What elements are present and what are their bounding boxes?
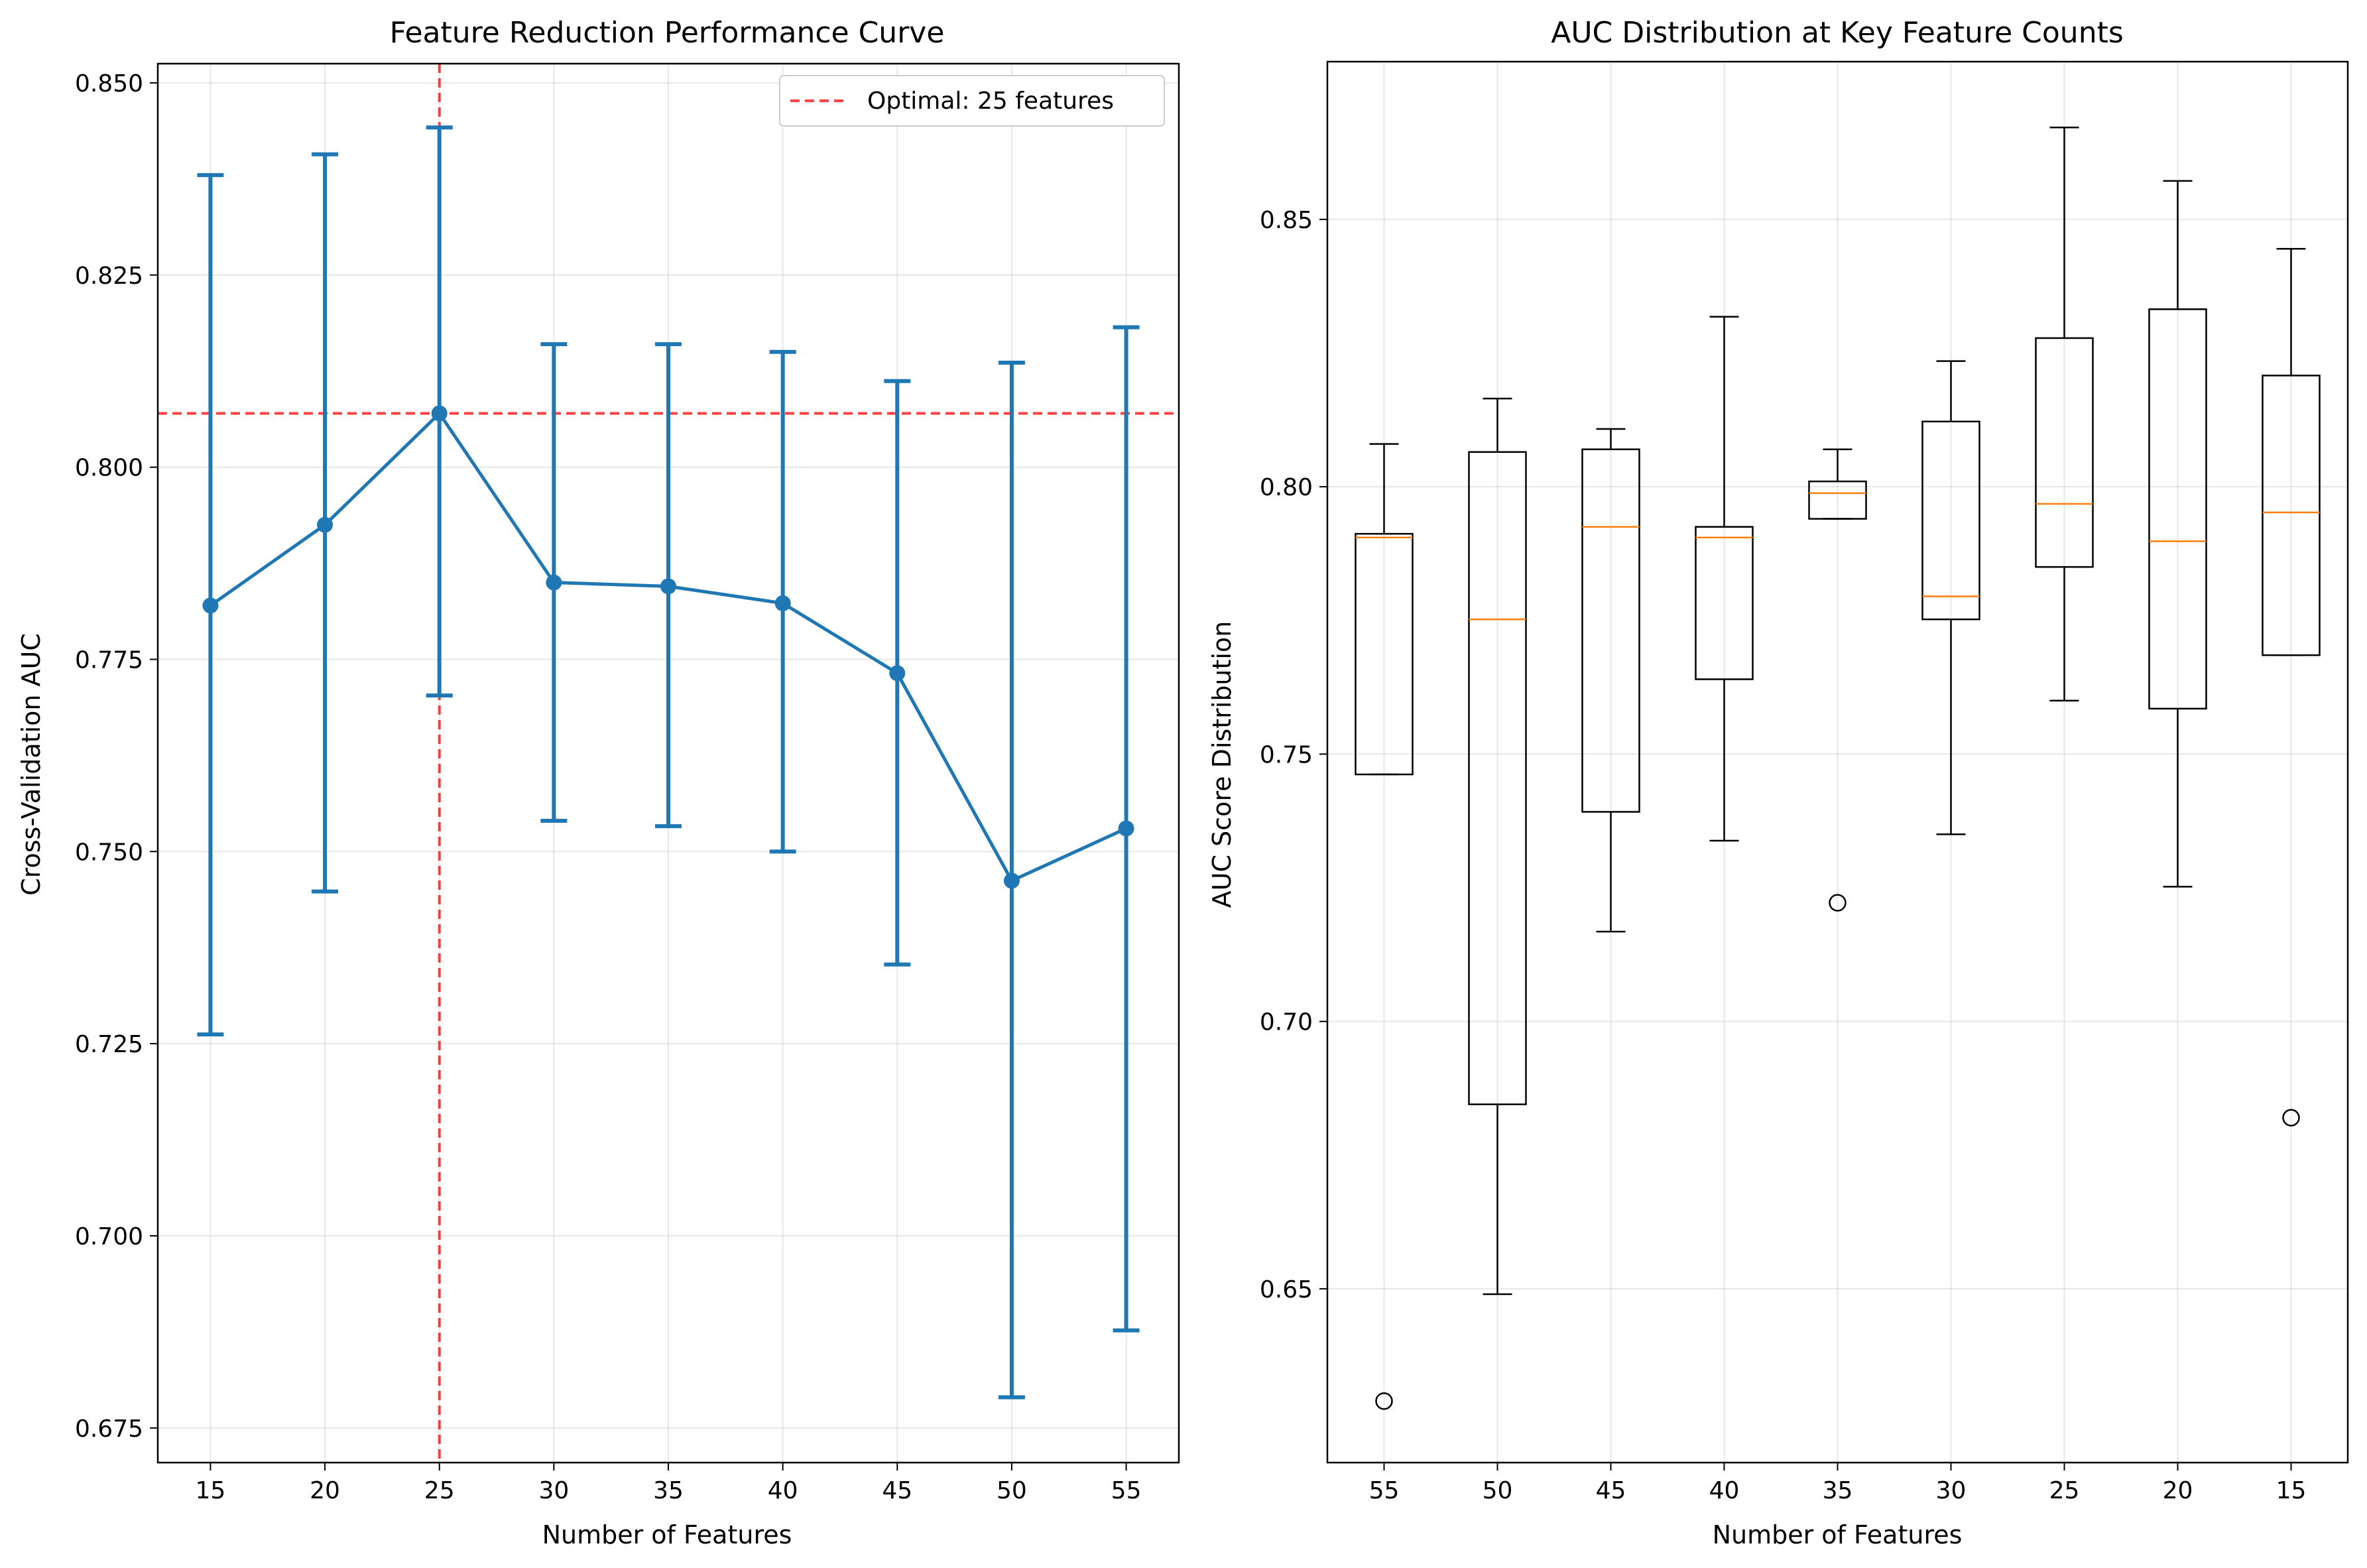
chart2-ticks: 55 50 45 40 35 30 25 20 15 0.65 0.70 0.75 0.80 0.85 [1260,207,2307,1504]
chart1-y-tick-label: 0.775 [75,646,143,674]
chart-auc-distribution: 55 50 45 40 35 30 25 20 15 0.65 0.70 0.75 0.80 0.85 A… [1207,16,2349,1549]
chart2-box-35 [1808,448,1867,912]
chart1-title: Feature Reduction Performance Curve [390,16,945,50]
chart1-x-tick-label: 40 [768,1477,798,1504]
chart2-y-tick-label: 0.75 [1260,741,1313,768]
chart2-outlier [1829,894,1847,912]
chart1-y-tick-label: 0.725 [75,1031,143,1058]
chart1-data-point [889,665,906,682]
chart2-box-15 [2262,248,2321,1127]
chart2-box-iqr [1468,451,1527,1105]
chart1-y-tick-label: 0.800 [75,455,143,482]
chart2-x-tick-label: 40 [1709,1477,1740,1504]
chart1-ticks: 15 20 25 30 35 40 45 50 55 0.675 0.700 0.725 0.750 0.… [75,70,1142,1504]
chart2-x-tick-label: 35 [1823,1477,1853,1504]
chart2-box-iqr [1695,526,1754,680]
chart2-box-iqr [1355,532,1414,776]
chart1-y-tick-label: 0.675 [75,1416,143,1443]
chart1-y-tick-label: 0.825 [75,263,143,290]
chart1-x-tick-label: 20 [310,1477,340,1504]
chart2-box-iqr [1581,448,1640,813]
chart2-box-iqr [2262,375,2321,656]
chart1-y-tick-label: 0.850 [75,70,143,97]
chart2-x-axis-label: Number of Features [1713,1520,1963,1549]
chart1-x-tick-label: 35 [653,1477,684,1504]
chart2-box-iqr [2148,308,2207,710]
chart1-y-tick-label: 0.700 [75,1223,143,1250]
chart2-box-50 [1468,397,1527,1296]
chart2-x-tick-label: 20 [2163,1477,2193,1504]
chart2-box-40 [1695,316,1754,842]
chart2-x-tick-label: 30 [1936,1477,1967,1504]
chart1-data-marks [197,125,1140,1400]
chart1-data-point [546,574,562,591]
chart2-x-tick-label: 55 [1369,1477,1400,1504]
chart2-data-marks [1355,126,2321,1410]
chart2-x-tick-label: 15 [2276,1477,2307,1504]
chart2-box-30 [1921,360,1980,835]
chart1-legend-entry: Optimal: 25 features [867,88,1114,115]
chart1-data-point [774,595,791,611]
chart2-x-tick-label: 25 [2049,1477,2080,1504]
chart2-box-iqr [2035,337,2094,568]
chart2-title: AUC Distribution at Key Feature Counts [1551,16,2124,50]
chart2-box-iqr [1921,420,1980,621]
chart1-data-point [317,516,334,533]
chart-feature-reduction: 15 20 25 30 35 40 45 50 55 0.675 0.700 0.725 0.750 0.… [17,16,1180,1549]
chart1-data-point [1003,873,1020,889]
chart2-y-tick-label: 0.70 [1260,1009,1313,1036]
chart2-outlier [1375,1392,1393,1410]
chart1-x-tick-label: 55 [1111,1477,1142,1504]
chart2-box-iqr [1808,480,1867,520]
chart1-data-point [660,578,676,595]
chart1-x-axis-label: Number of Features [542,1520,792,1549]
chart2-box-45 [1581,428,1640,933]
chart1-y-tick-label: 0.750 [75,839,143,866]
chart2-y-tick-label: 0.65 [1260,1276,1313,1303]
chart1-y-axis-label: Cross-Validation AUC [17,633,46,896]
chart2-box-25 [2035,126,2094,702]
chart2-outlier [2282,1109,2300,1127]
chart2-y-tick-label: 0.80 [1260,474,1313,501]
chart1-x-tick-label: 50 [997,1477,1027,1504]
chart1-data-point [431,405,448,422]
chart2-y-tick-label: 0.85 [1260,207,1313,234]
chart2-x-tick-label: 45 [1596,1477,1626,1504]
chart1-data-point [1118,820,1134,837]
chart1-data-point [202,597,219,614]
chart1-x-tick-label: 30 [538,1477,569,1504]
chart1-legend-box [779,75,1165,127]
chart1-legend: Optimal: 25 features [779,75,1165,127]
chart1-x-tick-label: 45 [882,1477,912,1504]
chart2-box-55 [1355,443,1414,1410]
chart2-gridlines [1327,62,2348,1463]
chart2-x-tick-label: 50 [1483,1477,1513,1504]
chart1-x-tick-label: 25 [424,1477,455,1504]
chart1-x-tick-label: 15 [196,1477,226,1504]
chart2-box-20 [2148,180,2207,888]
chart2-y-axis-label: AUC Score Distribution [1207,621,1237,908]
